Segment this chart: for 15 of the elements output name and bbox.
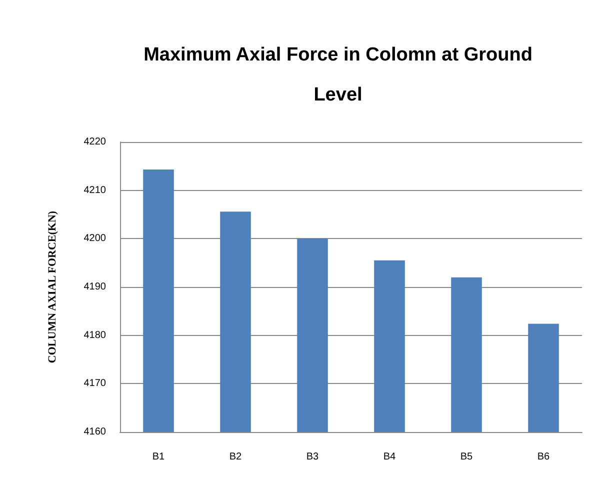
y-tick-label: 4220 <box>84 136 106 148</box>
y-tick-label: 4170 <box>84 378 106 390</box>
y-tick-label: 4180 <box>84 330 106 341</box>
x-tick-label: B4 <box>383 452 396 462</box>
y-tick-label: 4160 <box>84 426 106 438</box>
y-tick-label: 4190 <box>84 282 106 292</box>
y-axis-title: COLUMN AXIAL FORCE(KN) <box>46 210 58 364</box>
y-tick-label: 4210 <box>84 184 106 196</box>
x-tick-label: B6 <box>537 452 550 462</box>
x-tick-label: B1 <box>152 452 166 462</box>
y-tick-label: 4200 <box>84 233 106 244</box>
x-tick-label: B3 <box>306 452 320 462</box>
x-tick-label: B2 <box>229 452 242 462</box>
chart-title: Maximum Axial Force in Colomn at Ground Level <box>144 44 532 106</box>
x-tick-label: B5 <box>460 452 474 462</box>
